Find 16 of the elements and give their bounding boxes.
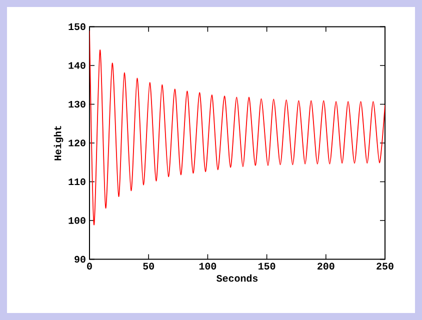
x-tick-label: 200 (318, 262, 334, 270)
y-tick-label: 140 (68, 62, 86, 69)
y-tick-label: 150 (68, 23, 86, 30)
y-tick-label: 90 (74, 256, 86, 263)
x-tick-label: 150 (258, 262, 276, 270)
x-axis-title: Seconds (216, 274, 258, 282)
y-tick-label: 120 (68, 140, 86, 146)
x-tick-label: 100 (199, 262, 216, 270)
y-tick-label: 100 (68, 217, 86, 224)
y-tick-label: 130 (68, 100, 86, 108)
x-tick-label: 50 (143, 262, 154, 270)
line-series (90, 30, 386, 226)
y-axis-title: Height (54, 126, 64, 160)
x-tick-label: 0 (87, 262, 92, 270)
y-tick-label: 110 (68, 178, 86, 186)
x-tick-label: 250 (376, 262, 394, 270)
